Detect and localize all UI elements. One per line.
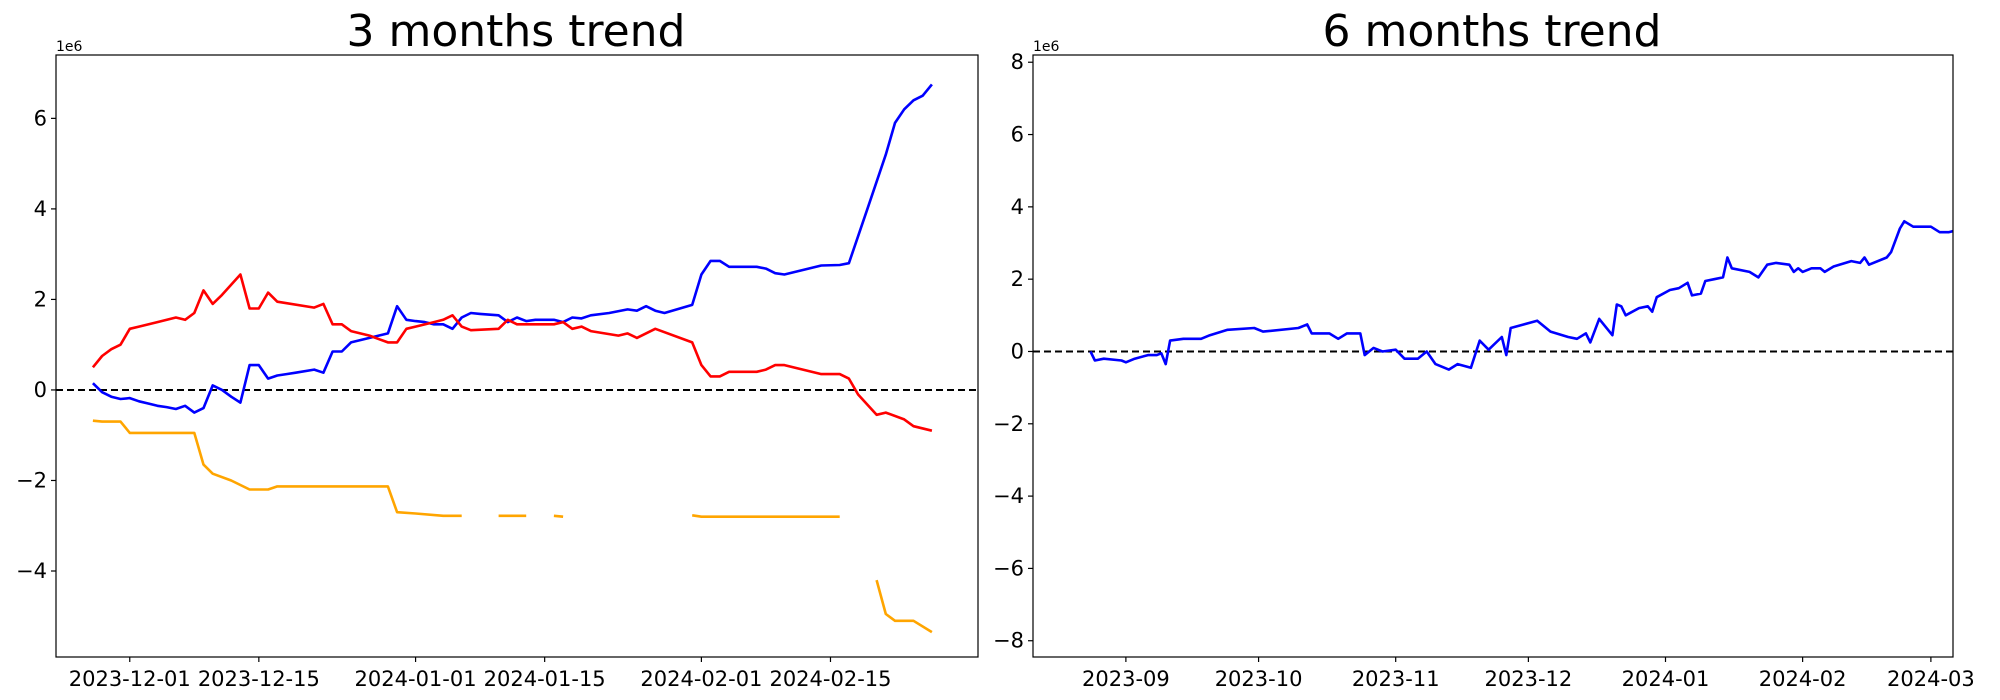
y-tick-label: −2 xyxy=(16,468,47,492)
y-tick-label: −2 xyxy=(993,412,1024,436)
y-tick-label: 0 xyxy=(1011,339,1024,363)
y-tick-label: −4 xyxy=(993,484,1024,508)
chart-title: 6 months trend xyxy=(1323,6,1662,57)
y-tick-label: 4 xyxy=(34,197,47,221)
series-line-1 xyxy=(91,83,933,414)
series-line-3-segment-1 xyxy=(92,419,462,518)
x-tick-label: 2024-03 xyxy=(1887,667,1975,691)
y-tick-label: −4 xyxy=(16,559,47,583)
y-tick-label: 6 xyxy=(1011,123,1024,147)
x-tick-label: 2024-01-01 xyxy=(355,667,477,691)
y-tick-label: 8 xyxy=(1011,50,1024,74)
chart-title: 3 months trend xyxy=(347,6,686,57)
x-tick-label: 2023-12 xyxy=(1485,667,1573,691)
y-tick-label: 2 xyxy=(34,287,47,311)
x-tick-label: 2023-11 xyxy=(1352,667,1440,691)
y-tick-label: −6 xyxy=(993,556,1024,580)
y-tick-label: 0 xyxy=(34,378,47,402)
x-tick-label: 2024-02 xyxy=(1759,667,1847,691)
x-tick-label: 2024-01 xyxy=(1622,667,1710,691)
series-line-3-segment-5 xyxy=(875,579,933,634)
series-line-2 xyxy=(91,273,933,432)
x-tick-label: 2024-02-01 xyxy=(640,667,762,691)
x-tick-label: 2023-12-15 xyxy=(198,667,320,691)
x-tick-label: 2023-09 xyxy=(1082,667,1170,691)
y-scale-label: 1e6 xyxy=(1033,39,1060,55)
plot-area-frame xyxy=(55,54,979,658)
x-tick-label: 2024-02-15 xyxy=(769,667,891,691)
x-tick-label: 2023-12-01 xyxy=(69,667,191,691)
chart-6-months: 6 months trend 1e6 −8 −6 −4 −2 0 2 4 6 8 2023-09 2… xyxy=(993,6,1975,691)
series-line-3-segment-4 xyxy=(692,514,840,519)
chart-3-months: 3 months trend 1e6 −4 −2 0 2 4 6 2023-12-01 202… xyxy=(16,6,979,691)
x-tick-label: 2024-01-15 xyxy=(484,667,606,691)
x-tick-label: 2023-10 xyxy=(1215,667,1303,691)
y-tick-label: −8 xyxy=(993,629,1024,653)
plot-area-frame xyxy=(1032,54,1954,658)
y-tick-label: 4 xyxy=(1011,195,1024,219)
y-scale-label: 1e6 xyxy=(56,39,83,55)
series-line-3-segment-3 xyxy=(553,514,564,518)
y-tick-label: 2 xyxy=(1011,267,1024,291)
y-tick-label: 6 xyxy=(34,106,47,130)
series-line-1 xyxy=(1089,220,1953,371)
